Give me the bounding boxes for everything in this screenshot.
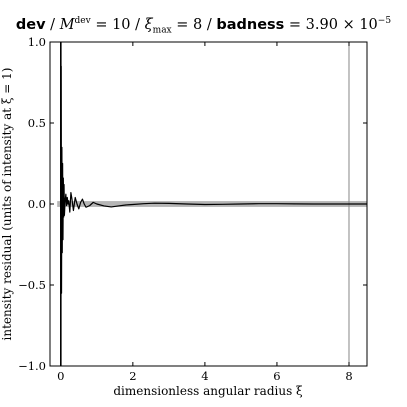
y-tick-label: −1.0	[18, 359, 46, 373]
tick-layer: 0 2 4 6 8 −1.0 −0.5 0.0 0.5 1.0	[18, 35, 367, 383]
title-xi-symbol: ξ	[144, 16, 153, 33]
title-sep-2: /	[130, 16, 145, 33]
title-sep-1: /	[45, 16, 60, 33]
x-tick-label: 0	[57, 369, 64, 383]
chart-title: dev / Mdev = 10 / ξmax = 8 / badness = 3…	[0, 16, 407, 36]
residual-series-line-0	[60, 65, 367, 294]
series-layer	[60, 65, 367, 294]
title-m-value: = 10	[95, 16, 131, 33]
title-dev: dev	[15, 16, 46, 33]
title-badness: badness	[216, 16, 285, 33]
title-badness-exp: −5	[377, 16, 392, 26]
x-tick-label: 2	[129, 369, 136, 383]
y-tick-label: −0.5	[18, 278, 46, 292]
title-badness-value: = 3.90 × 10	[288, 16, 378, 33]
y-tick-label: 0.5	[28, 116, 46, 130]
y-tick-label: 1.0	[28, 35, 46, 49]
x-axis-label: dimensionless angular radius ξ	[113, 384, 303, 398]
y-axis-label: intensity residual (units of intensity a…	[0, 68, 14, 341]
title-xi-sub: max	[152, 25, 172, 36]
title-m-sup: dev	[74, 16, 91, 26]
x-tick-label: 8	[345, 369, 352, 383]
title-m-symbol: M	[59, 16, 75, 33]
title-sep-3: /	[202, 16, 217, 33]
y-tick-label: 0.0	[28, 197, 46, 211]
title-xi-value: = 8	[176, 16, 203, 33]
x-tick-label: 4	[201, 369, 208, 383]
x-tick-label: 6	[273, 369, 280, 383]
